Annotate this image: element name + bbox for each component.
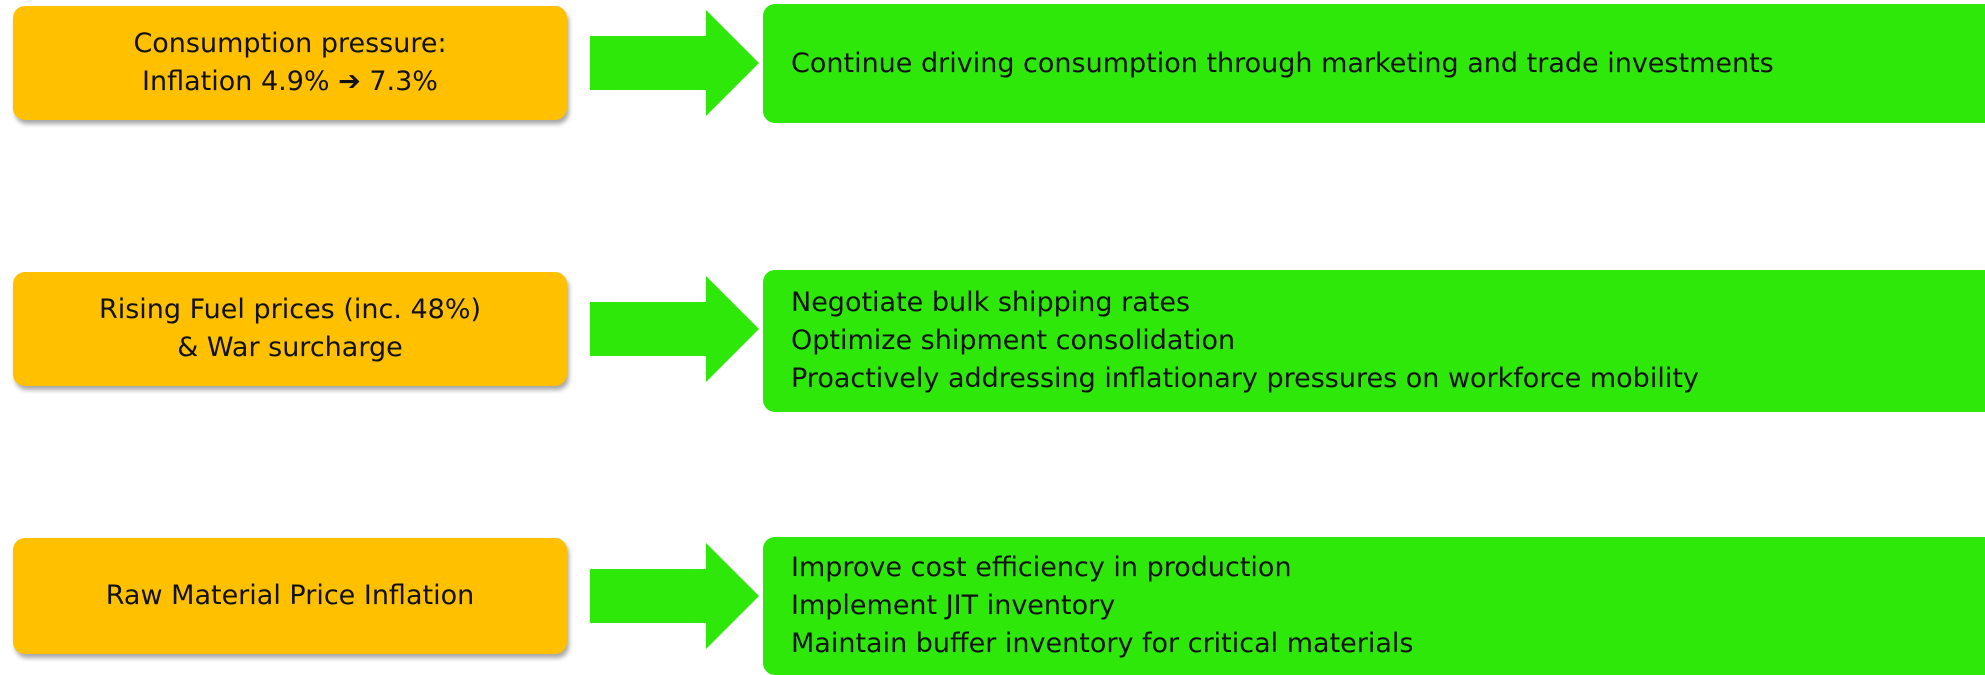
action-box: Negotiate bulk shipping rates Optimize sh… [763,270,1985,412]
arrow-shape [590,276,759,382]
action-text: Implement JIT inventory [791,590,1116,621]
action-text: Improve cost efficiency in production [791,552,1292,583]
cause-box: Raw Material Price Inflation [13,538,567,654]
cause-box: Rising Fuel prices (inc. 48%) & War surch… [13,272,567,386]
cause-text: Consumption pressure: [133,28,447,59]
arrow [590,10,759,116]
cause-text: Rising Fuel prices (inc. 48%) [98,294,482,325]
arrow-shape [590,10,759,116]
arrow [590,543,759,649]
arrow-shape [590,543,759,649]
cause-text: Inflation 4.9% ➔ 7.3% [142,66,438,97]
cause-text: & War surcharge [177,332,403,363]
action-text: Proactively addressing inflationary pres… [791,363,1699,394]
action-text: Optimize shipment consolidation [791,325,1236,356]
action-text: Maintain buffer inventory for critical m… [791,628,1414,659]
action-box: Improve cost efficiency in production Imp… [763,537,1985,675]
cause-text: Raw Material Price Inflation [105,580,475,611]
action-box: Continue driving consumption through mar… [763,4,1985,123]
cause-box: Consumption pressure: Inflation 4.9% ➔ 7.… [13,6,567,120]
action-text: Continue driving consumption through mar… [791,47,1774,79]
action-text: Negotiate bulk shipping rates [791,287,1191,318]
arrow [590,276,759,382]
